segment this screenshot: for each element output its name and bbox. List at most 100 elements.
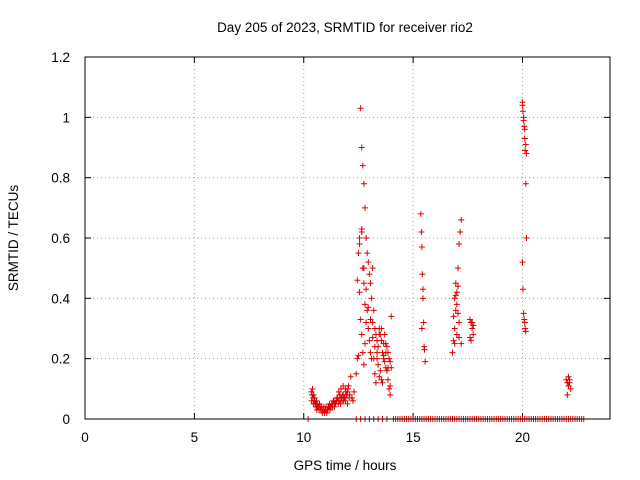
- data-point: [337, 385, 344, 392]
- data-point: [359, 162, 366, 169]
- data-point: [344, 391, 351, 398]
- data-point: [359, 349, 366, 356]
- data-point: [456, 319, 463, 326]
- y-tick-label: 0.2: [51, 352, 70, 367]
- data-point: [356, 241, 363, 248]
- data-point: [450, 313, 457, 320]
- data-point: [380, 340, 387, 347]
- grid-lines: [85, 57, 610, 419]
- data-point: [366, 337, 373, 344]
- data-point: [360, 361, 367, 368]
- data-point: [374, 349, 381, 356]
- data-point: [344, 385, 351, 392]
- x-axis-label: GPS time / hours: [294, 458, 397, 473]
- y-axis-label: SRMTID / TECUs: [6, 185, 21, 292]
- x-tick-label: 5: [191, 430, 199, 445]
- data-point: [522, 328, 529, 335]
- data-point: [365, 325, 372, 332]
- data-point: [375, 361, 382, 368]
- data-point: [522, 325, 529, 332]
- data-point: [523, 235, 530, 241]
- data-point: [335, 388, 342, 395]
- data-point: [386, 355, 393, 362]
- data-point: [567, 385, 574, 392]
- data-point: [519, 259, 526, 266]
- data-point: [313, 403, 319, 410]
- data-point: [452, 307, 459, 314]
- data-point: [342, 397, 349, 404]
- data-point: [418, 325, 425, 332]
- data-point: [452, 292, 459, 299]
- data-point: [419, 271, 426, 278]
- data-point: [356, 235, 363, 241]
- data-point: [310, 400, 317, 407]
- data-point: [358, 225, 365, 232]
- data-point: [360, 265, 367, 272]
- data-point: [458, 216, 465, 223]
- data-point: [418, 244, 425, 251]
- data-point: [388, 313, 395, 320]
- data-point: [357, 105, 364, 112]
- data-point: [376, 373, 383, 380]
- data-point: [337, 400, 344, 407]
- data-point: [565, 373, 572, 380]
- data-point: [354, 355, 361, 362]
- data-point: [355, 250, 362, 257]
- data-point: [454, 310, 461, 317]
- data-point: [365, 259, 372, 266]
- axis-ticks: [84, 56, 610, 420]
- data-point: [367, 316, 374, 323]
- data-point: [417, 210, 424, 217]
- data-point: [418, 228, 425, 235]
- data-point: [468, 337, 475, 344]
- data-point: [313, 406, 320, 413]
- data-point: [347, 373, 354, 380]
- data-point: [469, 319, 476, 326]
- data-point: [355, 352, 362, 359]
- data-point: [451, 325, 458, 332]
- data-point: [369, 334, 376, 341]
- data-point: [566, 376, 573, 383]
- data-point: [519, 108, 526, 115]
- data-point: [421, 346, 428, 353]
- x-tick-label: 0: [81, 430, 89, 445]
- data-point: [419, 295, 426, 302]
- data-point: [363, 235, 370, 241]
- data-point: [382, 349, 389, 356]
- y-tick-label: 0.4: [51, 291, 70, 306]
- plot-frame: [84, 56, 611, 420]
- data-point: [365, 304, 372, 311]
- data-point: [522, 141, 529, 148]
- data-point: [374, 355, 381, 362]
- data-point: [369, 319, 376, 326]
- data-point: [346, 394, 353, 401]
- data-point: [384, 364, 391, 371]
- x-tick-label: 15: [406, 430, 421, 445]
- data-point: [522, 147, 529, 154]
- data-point: [387, 358, 394, 365]
- data-point: [358, 331, 365, 338]
- data-point: [520, 310, 527, 317]
- data-point: [372, 379, 379, 386]
- data-point: [381, 331, 388, 338]
- data-point: [383, 343, 390, 350]
- data-point: [311, 394, 318, 401]
- data-point: [370, 307, 377, 314]
- data-point: [420, 319, 427, 326]
- data-point: [356, 289, 363, 296]
- data-point: [521, 135, 528, 142]
- data-point: [422, 358, 429, 365]
- data-point: [342, 388, 349, 395]
- chart-title: Day 205 of 2023, SRMTID for receiver rio…: [217, 20, 473, 35]
- data-point: [467, 316, 473, 323]
- data-point: [366, 271, 373, 278]
- data-point: [362, 301, 368, 308]
- data-point: [362, 340, 368, 347]
- data-point: [344, 400, 351, 407]
- data-point: [371, 370, 378, 377]
- data-point: [377, 367, 384, 374]
- data-point: [345, 382, 352, 389]
- data-point: [519, 286, 526, 293]
- data-point: [363, 319, 370, 326]
